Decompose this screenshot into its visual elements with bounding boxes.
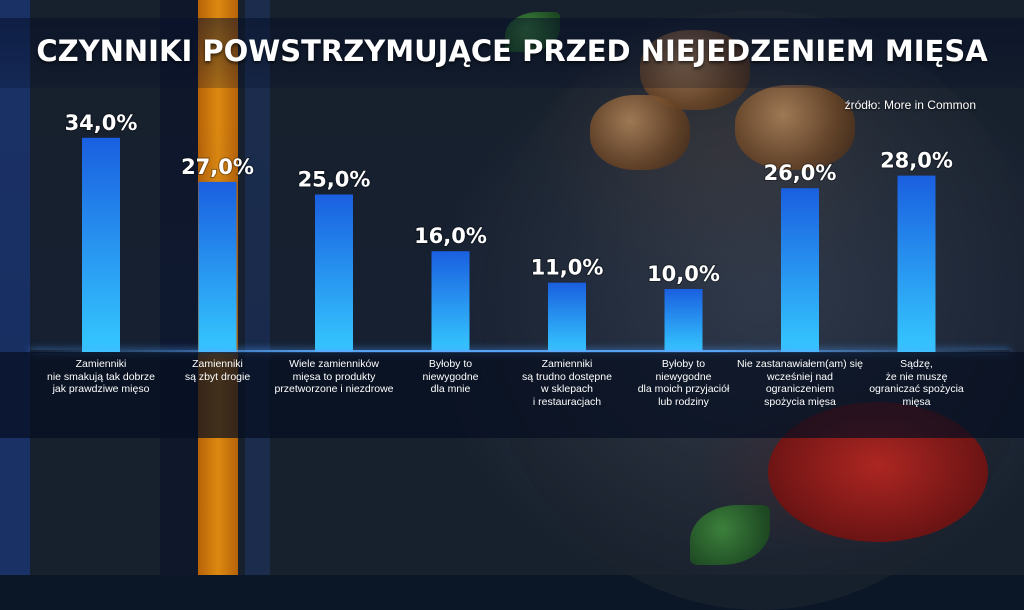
- value-label: 28,0%: [880, 149, 953, 173]
- meat-image: [735, 85, 855, 170]
- category-label: Wiele zamienników mięsa to produkty prze…: [274, 358, 394, 395]
- decor-stripe: [0, 0, 30, 575]
- category-label-band: [0, 352, 1024, 438]
- category-label: Zamienniki nie smakują tak dobrze jak pr…: [47, 358, 155, 395]
- bar: [897, 175, 936, 352]
- value-label: 11,0%: [531, 256, 604, 280]
- bar: [315, 194, 353, 352]
- meat-image: [590, 95, 690, 170]
- baseline-glow: [30, 350, 1010, 353]
- chart-band: [0, 118, 1024, 354]
- category-label: Byłoby to niewygodne dla mnie: [422, 358, 479, 395]
- bar: [431, 251, 470, 352]
- value-label: 16,0%: [414, 224, 487, 248]
- category-label: Nie zastanawiałem(am) się wcześniej nad …: [736, 358, 864, 408]
- page-title: CZYNNIKI POWSTRZYMUJĄCE PRZED NIEJEDZENI…: [36, 34, 988, 68]
- decor-stripe: [245, 0, 270, 575]
- category-label: Byłoby to niewygodne dla moich przyjació…: [637, 358, 730, 408]
- value-label: 10,0%: [647, 262, 720, 286]
- value-label: 34,0%: [65, 111, 138, 135]
- category-label: Sądzę, że nie muszę ograniczać spożycia …: [869, 358, 964, 408]
- value-label: 27,0%: [181, 155, 254, 179]
- bar: [548, 282, 586, 352]
- bar: [198, 181, 237, 352]
- source-note: źródło: More in Common: [844, 98, 976, 112]
- bar-chart: 34,0% 27,0% 25,0% 16,0% 11,0% 10,0% 26,0% 28,0%: [64, 110, 954, 352]
- category-label: Zamienniki są zbyt drogie: [184, 358, 251, 383]
- value-label: 26,0%: [764, 161, 837, 185]
- decor-stripe: [160, 0, 200, 575]
- bar: [664, 289, 703, 352]
- value-label: 25,0%: [298, 168, 371, 192]
- bar: [82, 137, 120, 352]
- title-band: [0, 18, 1024, 88]
- bar: [781, 188, 819, 352]
- category-label: Zamienniki są trudno dostępne w sklepach…: [522, 358, 612, 408]
